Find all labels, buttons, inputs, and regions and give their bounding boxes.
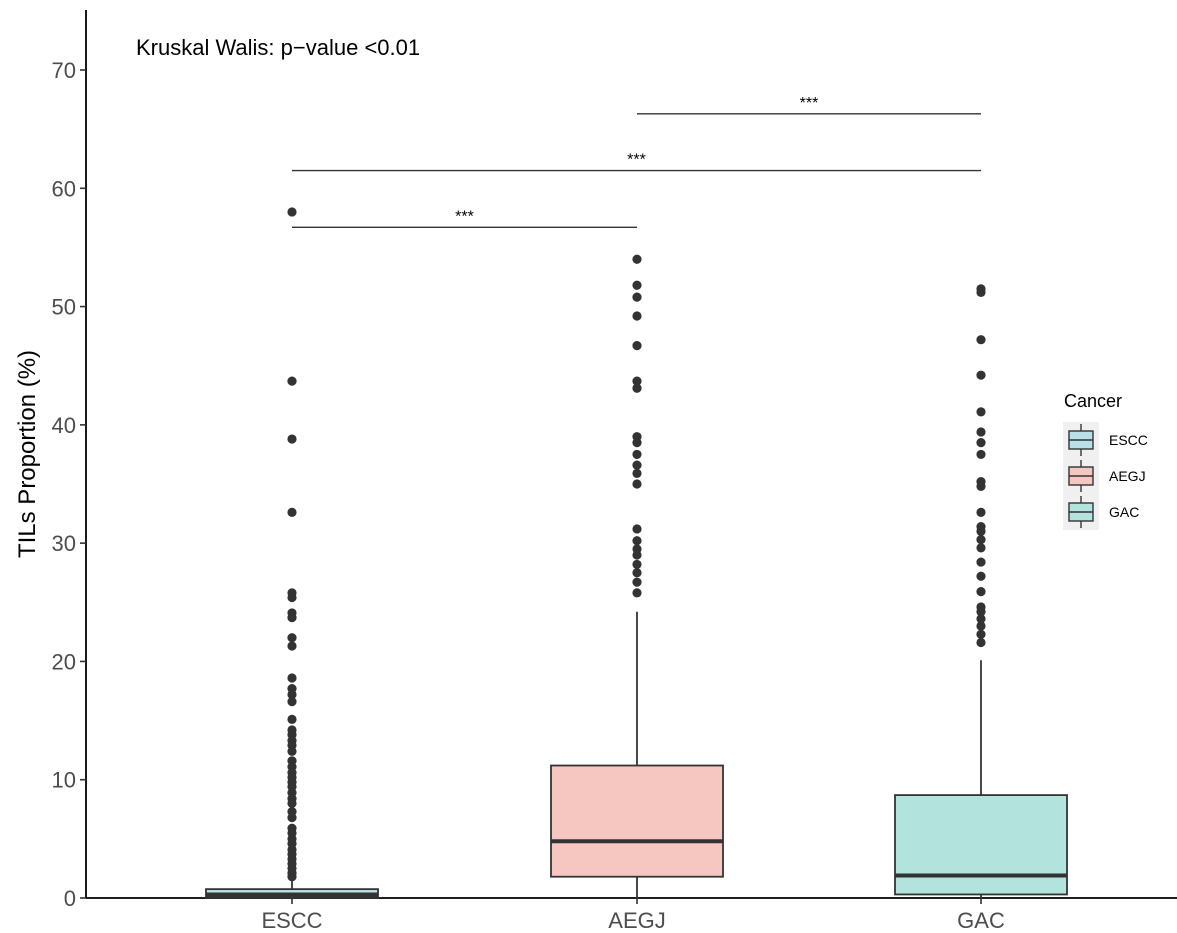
outlier-point — [976, 637, 986, 648]
outlier-point — [287, 697, 297, 707]
outlier-point — [287, 798, 297, 808]
outlier-point — [976, 427, 986, 437]
outlier-point — [976, 526, 986, 536]
legend-item-escc: ESCC — [1063, 422, 1148, 458]
y-tick-label: 70 — [52, 58, 76, 83]
outlier-point — [976, 481, 986, 491]
outlier-point — [632, 460, 642, 470]
outlier-point — [976, 629, 986, 639]
box-gac — [894, 284, 1068, 898]
y-tick-label: 40 — [52, 413, 76, 438]
x-tick-label: AEGJ — [608, 908, 665, 933]
outlier-point — [632, 559, 642, 570]
outlier-point — [287, 434, 297, 444]
outlier-point — [287, 613, 297, 623]
comparison-brackets: *** *** *** — [292, 95, 981, 229]
x-tick-label: GAC — [957, 908, 1005, 933]
outlier-point — [287, 673, 297, 683]
y-tick-label: 20 — [52, 649, 76, 674]
outlier-point — [632, 438, 642, 448]
outlier-point — [976, 557, 986, 567]
outlier-point — [632, 468, 642, 478]
significance-label: *** — [627, 152, 646, 169]
outlier-point — [976, 287, 986, 297]
boxes — [205, 207, 1068, 899]
outlier-point — [632, 550, 642, 560]
y-axis-label: TILs Proportion (%) — [14, 350, 41, 558]
y-tick-label: 10 — [52, 768, 76, 793]
outlier-point — [976, 534, 986, 545]
outlier-point — [287, 689, 297, 700]
outlier-point — [976, 587, 986, 597]
y-ticks: 0 10 20 30 40 50 60 70 — [52, 58, 86, 911]
outlier-point — [287, 592, 297, 603]
outlier-point — [976, 370, 986, 380]
y-tick-label: 0 — [64, 886, 76, 911]
x-ticks: ESCC AEGJ GAC — [261, 898, 1005, 933]
outlier-point — [287, 507, 297, 517]
outlier-point — [976, 438, 986, 448]
significance-label: *** — [455, 208, 474, 225]
x-tick-label: ESCC — [261, 908, 322, 933]
outlier-point — [632, 292, 642, 302]
outlier-point — [976, 621, 986, 631]
outlier-point — [632, 341, 642, 351]
outlier-point — [632, 254, 642, 264]
outlier-point — [287, 746, 297, 756]
outlier-point — [287, 714, 297, 724]
legend: Cancer ESCC AEGJ GAC — [1063, 391, 1148, 530]
outlier-point — [287, 812, 297, 823]
box-iqr — [894, 794, 1068, 896]
outlier-point — [976, 614, 986, 624]
legend-item-gac: GAC — [1063, 494, 1139, 530]
box-aegj — [550, 254, 724, 898]
y-tick-label: 60 — [52, 176, 76, 201]
kruskal-wallis-annotation: Kruskal Walis: p−value <0.01 — [136, 35, 420, 60]
outlier-point — [287, 376, 297, 386]
outlier-point — [632, 588, 642, 598]
outlier-point — [287, 633, 297, 643]
y-tick-label: 50 — [52, 295, 76, 320]
legend-title: Cancer — [1064, 391, 1122, 411]
legend-item-aegj: AEGJ — [1063, 458, 1146, 494]
outlier-point — [632, 376, 642, 386]
outlier-point — [976, 449, 986, 460]
outlier-point — [976, 543, 986, 553]
outlier-point — [632, 577, 642, 587]
outlier-point — [976, 507, 986, 517]
box-iqr — [550, 764, 724, 878]
outlier-point — [287, 641, 297, 651]
outlier-point — [632, 383, 642, 393]
outlier-point — [632, 311, 642, 321]
legend-label: AEGJ — [1109, 468, 1146, 484]
outlier-point — [632, 568, 642, 578]
outlier-point — [287, 207, 297, 217]
outlier-point — [632, 479, 642, 489]
legend-label: GAC — [1109, 504, 1139, 520]
outlier-point — [632, 280, 642, 290]
significance-label: *** — [800, 95, 819, 112]
outlier-point — [976, 607, 986, 617]
outlier-point — [632, 524, 642, 534]
outlier-point — [976, 335, 986, 345]
box-escc — [205, 207, 379, 899]
outlier-point — [976, 571, 986, 581]
outlier-point — [632, 449, 642, 460]
legend-label: ESCC — [1109, 432, 1148, 448]
y-tick-label: 30 — [52, 531, 76, 556]
outlier-point — [976, 407, 986, 417]
legend-items: ESCC AEGJ GAC — [1063, 422, 1148, 530]
outlier-point — [287, 872, 297, 882]
outlier-point — [632, 536, 642, 546]
